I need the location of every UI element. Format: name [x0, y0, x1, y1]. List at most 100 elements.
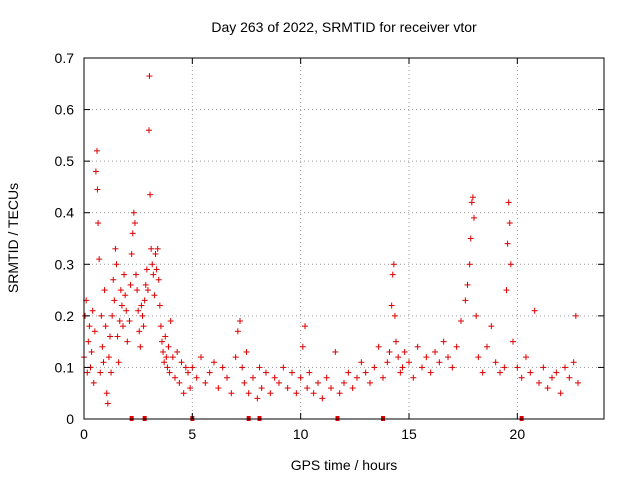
data-point [488, 323, 495, 330]
y-tick-label: 0.4 [55, 205, 75, 221]
data-point [141, 297, 148, 304]
data-point [575, 379, 581, 386]
data-point [505, 199, 512, 206]
data-point [306, 369, 313, 376]
data-point [90, 379, 97, 386]
data-point [501, 364, 508, 371]
plot-frame [83, 57, 605, 420]
data-point [94, 147, 100, 154]
data-point [302, 323, 308, 330]
data-point [156, 302, 163, 309]
data-point [254, 395, 261, 402]
data-point [427, 369, 434, 376]
data-point [117, 287, 124, 294]
data-point [471, 214, 477, 221]
data-point [250, 374, 256, 381]
data-point [219, 364, 226, 371]
data-point [234, 328, 241, 335]
data-point [193, 374, 200, 381]
data-point [176, 379, 183, 386]
data-point [293, 390, 300, 397]
axis-ticks: 0 5 10 15 20 0 0.1 0.2 0.3 0.4 0.5 0.6 0.7 [55, 50, 604, 442]
data-point [315, 379, 321, 386]
chart-title: Day 263 of 2022, SRMTID for receiver vto… [211, 19, 477, 35]
data-point [319, 395, 326, 402]
data-point [167, 318, 174, 325]
data-point [386, 348, 393, 355]
data-point [557, 390, 564, 397]
data-point [391, 312, 398, 319]
data-point [215, 385, 222, 392]
x-tick-label: 10 [293, 426, 309, 442]
data-point [155, 276, 162, 283]
data-point [147, 191, 154, 198]
data-point [523, 354, 529, 361]
data-point [166, 369, 173, 376]
x-tick-label: 20 [510, 426, 526, 442]
data-point [143, 266, 150, 273]
data-point [462, 297, 469, 304]
data-point [122, 292, 129, 299]
data-point [169, 354, 176, 361]
data-point [432, 348, 438, 355]
data-point [136, 328, 143, 335]
data-point [98, 312, 105, 319]
data-point [187, 385, 194, 392]
y-tick-label: 0.6 [55, 102, 75, 118]
data-point [436, 359, 443, 366]
grid-lines [84, 58, 604, 419]
data-point [323, 374, 330, 381]
data-point [118, 302, 125, 309]
data-point [375, 343, 382, 350]
data-point [553, 369, 560, 376]
data-point [99, 343, 106, 350]
data-point [345, 369, 352, 376]
data-point [115, 359, 122, 366]
data-point [390, 261, 397, 268]
data-point [127, 281, 134, 288]
data-point [160, 348, 167, 355]
data-point [151, 292, 158, 299]
data-point [256, 364, 263, 371]
data-point [133, 271, 139, 278]
data-point [116, 318, 123, 325]
data-point [384, 359, 391, 366]
data-point [544, 385, 551, 392]
data-point [284, 385, 291, 392]
data-point [349, 385, 356, 392]
data-point [466, 261, 473, 268]
data-point [503, 287, 510, 294]
data-point [410, 374, 417, 381]
data-point [178, 359, 185, 366]
data-point [562, 364, 568, 371]
data-point [137, 343, 144, 350]
data-point [140, 323, 147, 330]
data-point [114, 333, 121, 340]
data-point [239, 364, 246, 371]
data-point [367, 379, 373, 386]
data-point [467, 235, 474, 242]
data-point [128, 250, 135, 257]
data-point [449, 364, 456, 371]
data-point [120, 323, 126, 330]
data-point [148, 245, 155, 252]
data-point [135, 307, 142, 314]
data-point [527, 369, 534, 376]
data-point [152, 250, 159, 257]
data-point [211, 359, 217, 366]
data-point [107, 333, 113, 340]
x-tick-label: 5 [188, 426, 196, 442]
data-point [241, 379, 248, 386]
data-point [88, 348, 95, 355]
y-tick-label: 0.1 [55, 359, 75, 375]
data-point [510, 338, 516, 345]
data-point [414, 343, 421, 350]
data-point [161, 359, 168, 366]
data-point [280, 364, 287, 371]
y-tick-label: 0.2 [55, 308, 75, 324]
data-point [566, 374, 573, 381]
data-point [174, 348, 181, 355]
data-point [464, 281, 471, 288]
data-point [245, 390, 252, 397]
data-point [271, 374, 278, 381]
